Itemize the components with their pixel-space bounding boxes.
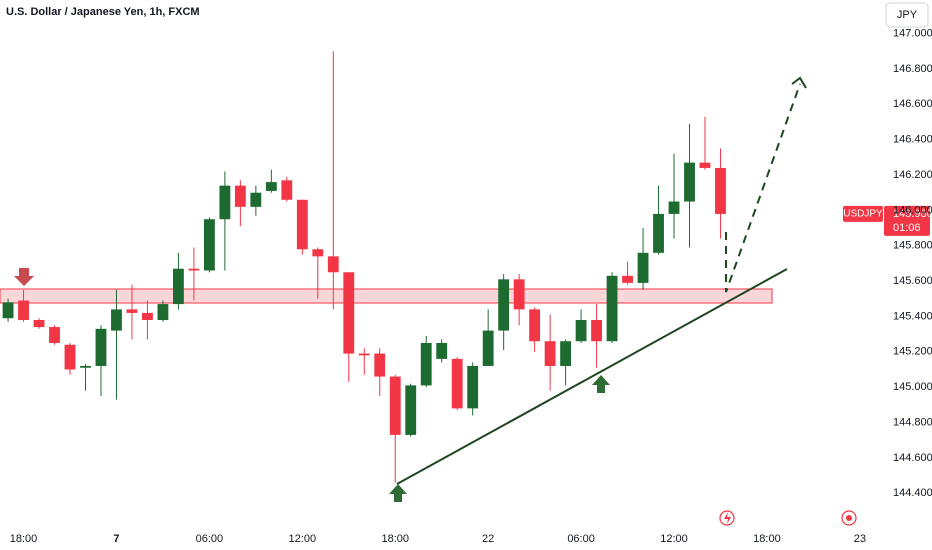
currency-label: JPY	[897, 9, 918, 21]
y-tick-label: 145.800	[893, 240, 932, 252]
target-icon[interactable]	[841, 510, 857, 526]
target-icon-dot	[846, 515, 852, 521]
candle-body	[18, 300, 29, 320]
x-tick-label: 06:00	[196, 533, 224, 545]
candle-body	[219, 185, 231, 220]
trend-line	[396, 268, 788, 485]
candle-body	[591, 319, 602, 342]
candle-body	[80, 365, 91, 368]
candle-body	[637, 252, 649, 283]
candle-body	[312, 249, 324, 257]
candle-body	[560, 341, 572, 366]
up-arrow	[389, 484, 407, 502]
up-arrow	[592, 375, 610, 393]
candle-body	[203, 219, 215, 271]
candle-body	[529, 309, 541, 342]
countdown-label: 01:06	[893, 222, 921, 234]
y-tick-label: 145.200	[893, 346, 932, 358]
candle-body	[451, 358, 463, 409]
candle-body	[188, 268, 200, 271]
candle-body	[653, 213, 664, 253]
candle-body	[142, 312, 153, 320]
candle-body	[715, 167, 726, 214]
candle-body	[250, 192, 262, 207]
candle-body	[498, 279, 510, 331]
candle-body	[482, 330, 494, 366]
x-tick-label: 18:00	[10, 533, 38, 545]
y-tick-label: 145.000	[893, 381, 932, 393]
candle-body	[95, 328, 107, 366]
candle-body	[420, 342, 432, 386]
candle-body	[64, 344, 76, 370]
candle-body	[405, 385, 417, 435]
x-tick-label: 06:00	[567, 533, 595, 545]
chart-title: U.S. Dollar / Japanese Yen, 1h, FXCM	[6, 6, 200, 18]
candle-body	[606, 275, 618, 342]
candle-body	[436, 342, 448, 359]
x-tick-label: 22	[482, 533, 494, 545]
x-tick-label: 18:00	[381, 533, 409, 545]
candle-body	[172, 268, 184, 305]
y-tick-label: 144.800	[893, 416, 932, 428]
candle-body	[281, 180, 293, 200]
down-arrow	[14, 268, 34, 286]
candle-body	[126, 309, 138, 313]
candle-body	[622, 275, 633, 283]
forecast-arrow	[791, 76, 807, 89]
candles	[2, 51, 726, 483]
candle-body	[234, 185, 246, 207]
y-tick-label: 146.800	[893, 63, 932, 75]
alert-icon[interactable]	[719, 510, 735, 526]
candle-body	[327, 256, 339, 273]
y-tick-label: 146.000	[893, 204, 932, 216]
candle-body	[684, 162, 695, 202]
y-tick-label: 146.600	[893, 98, 932, 110]
price-label: 145.980	[893, 208, 932, 220]
x-tick-label: 23	[854, 533, 866, 545]
candle-body	[49, 327, 60, 343]
candle-body	[296, 199, 308, 250]
candle-body	[513, 279, 525, 310]
forecast-path	[725, 83, 801, 293]
x-tick-label: 18:00	[753, 533, 781, 545]
candle-body	[33, 319, 45, 328]
x-tick-label: 12:00	[660, 533, 688, 545]
y-tick-label: 144.400	[893, 487, 932, 499]
candle-body	[157, 304, 169, 320]
symbol-label: USDJPY	[843, 209, 883, 220]
candle-body	[389, 376, 401, 435]
candle-body	[343, 272, 355, 354]
y-tick-label: 145.600	[893, 275, 932, 287]
candle-body	[575, 319, 587, 342]
candle-body	[544, 341, 556, 366]
price-badge	[884, 205, 930, 236]
candle-body	[467, 365, 479, 409]
x-tick-label: 12:00	[289, 533, 317, 545]
currency-button[interactable]	[885, 2, 929, 28]
y-tick-label: 144.600	[893, 452, 932, 464]
candle-body	[265, 182, 277, 191]
candle-body	[668, 201, 680, 214]
candle-body	[2, 302, 14, 319]
y-tick-label: 147.000	[893, 27, 932, 39]
symbol-badge	[843, 205, 883, 222]
candle-body	[374, 353, 386, 377]
candle-body	[699, 162, 711, 168]
resistance-zone	[0, 288, 773, 304]
y-tick-label: 145.400	[893, 310, 932, 322]
candle-body	[111, 309, 122, 331]
y-tick-label: 146.400	[893, 134, 932, 146]
alert-icon-bolt	[724, 512, 731, 524]
candle-body	[358, 353, 370, 356]
y-tick-label: 146.200	[893, 169, 932, 181]
price-tag: USDJPY 145.980 01:06	[843, 205, 932, 236]
x-tick-label: 7	[113, 533, 119, 545]
